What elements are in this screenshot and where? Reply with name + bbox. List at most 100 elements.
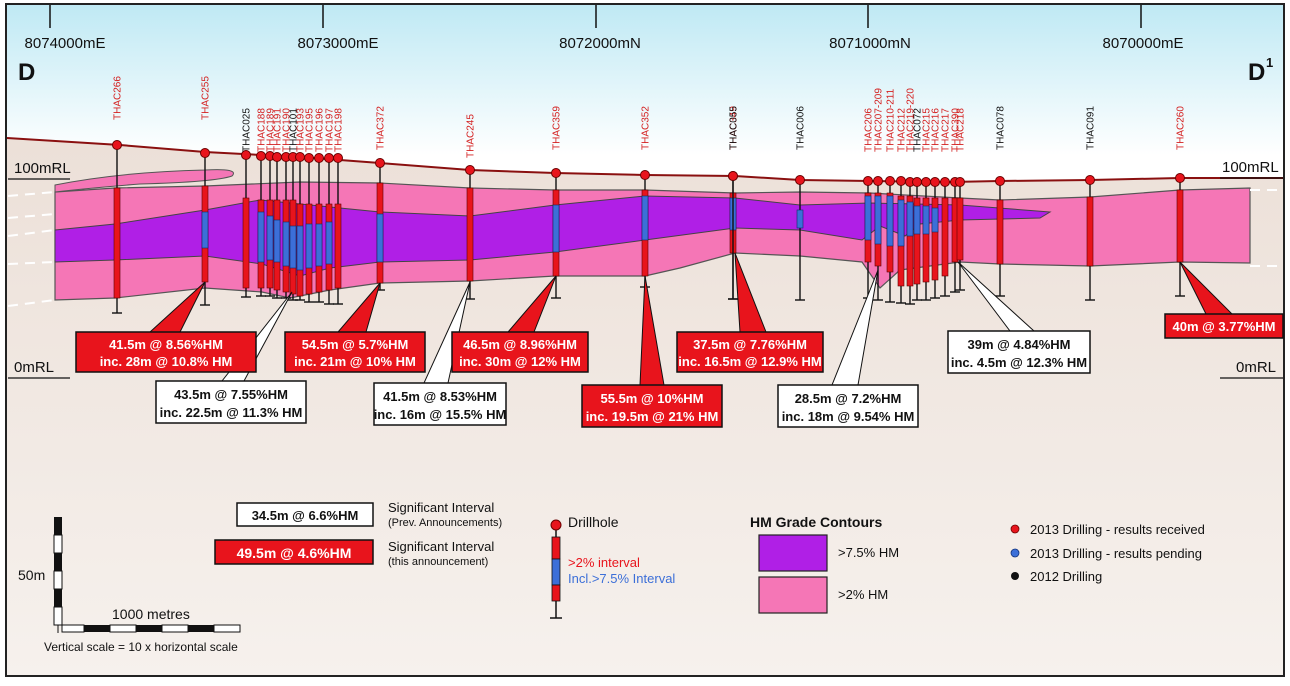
- drillhole-collar: [896, 176, 906, 186]
- drillhole-collar: [551, 168, 561, 178]
- drillhole-label: THAC218: [956, 108, 967, 152]
- drillhole-label: THAC219-220: [906, 88, 917, 152]
- drillhole-collar: [930, 177, 940, 187]
- drillhole-collar: [1085, 175, 1095, 185]
- sky-band: [7, 5, 1283, 155]
- drillhole-label: THAC091: [1086, 106, 1097, 150]
- drillhole-thac212: THAC212: [896, 108, 908, 304]
- drillhole-collar: [728, 171, 738, 181]
- drillhole-collar: [375, 158, 385, 168]
- callout-9-line2: inc. 4.5m @ 12.3% HM: [951, 355, 1087, 370]
- interval-75pct-mark: [201, 211, 209, 249]
- interval-2pct-mark: [941, 197, 949, 277]
- rl-100-left: 100mRL: [14, 160, 71, 177]
- drillhole-thac101: THAC101: [288, 108, 300, 301]
- drillhole-thac055: THAC055: [728, 106, 740, 300]
- interval-2pct-mark: [1176, 189, 1184, 263]
- drillhole-collar: [112, 140, 122, 150]
- callout-1-line1: 41.5m @ 8.56%HM: [109, 337, 223, 352]
- drillhole-collar: [1175, 173, 1185, 183]
- interval-75pct-mark: [282, 221, 290, 267]
- callout-2-line2: inc. 22.5m @ 11.3% HM: [160, 405, 303, 420]
- interval-75pct-mark: [874, 195, 882, 245]
- drillhole-collar: [940, 177, 950, 187]
- interval-75pct-mark: [273, 219, 281, 263]
- legend-curr-swatch: [214, 539, 374, 565]
- interval-2pct-mark: [956, 197, 964, 261]
- drillhole-label: THAC212: [897, 108, 908, 152]
- legend-status-2012: 2012 Drilling: [1030, 569, 1102, 584]
- legend-contour-low: >2% HM: [838, 587, 888, 602]
- drillhole-thac078: THAC078: [995, 106, 1007, 297]
- interval-2pct-mark: [931, 197, 939, 281]
- callout-1-line2: inc. 28m @ 10.8% HM: [100, 354, 233, 369]
- legend-75pct-interval: Incl.>7.5% Interval: [568, 571, 675, 586]
- callout-4: 41.5m @ 8.53%HM inc. 16m @ 15.5% HM: [373, 382, 507, 426]
- drillhole-label: THAC078: [996, 106, 1007, 150]
- interval-75pct-mark: [913, 205, 921, 235]
- drillhole-thac260: THAC260: [1175, 106, 1187, 297]
- drillhole-collar: [333, 153, 343, 163]
- drillhole-label: THAC349: [729, 106, 740, 150]
- drillhole-collar: [863, 176, 873, 186]
- interval-75pct-mark: [315, 223, 323, 267]
- drillhole-thac266: THAC266: [112, 76, 124, 314]
- drillhole-collar: [873, 176, 883, 186]
- legend-status: 2013 Drilling - results received 2013 Dr…: [1010, 522, 1205, 584]
- interval-2pct-mark: [466, 187, 474, 282]
- drillhole-label: THAC188: [257, 108, 268, 152]
- callout-5-line2: inc. 30m @ 12% HM: [459, 354, 581, 369]
- drillhole-thac191: THAC191: [272, 108, 284, 299]
- drillhole-label: THAC193: [296, 108, 307, 152]
- drillhole-label: THAC101: [289, 108, 300, 152]
- interval-2pct-mark: [913, 197, 921, 285]
- drillhole-collar: [955, 177, 965, 187]
- drillhole-collar: [795, 175, 805, 185]
- interval-75pct-mark: [931, 207, 939, 233]
- interval-2pct-mark: [334, 203, 342, 289]
- drillhole-label: THAC352: [641, 106, 652, 150]
- callout-5-line1: 46.5m @ 8.96%HM: [463, 337, 577, 352]
- interval-2pct-mark: [242, 197, 250, 289]
- interval-75pct-mark: [906, 201, 914, 237]
- drillhole-label: THAC245: [466, 114, 477, 158]
- interval-75pct-mark: [376, 213, 384, 263]
- legend-status-pending: 2013 Drilling - results pending: [1030, 546, 1202, 561]
- drillhole-label: THAC025: [242, 108, 253, 152]
- drillhole-collar: [921, 177, 931, 187]
- section-end-label: D: [1248, 59, 1265, 86]
- callout-8: 28.5m @ 7.2%HM inc. 18m @ 9.54% HM: [777, 384, 919, 428]
- section-end-superscript: 1: [1266, 55, 1273, 70]
- callout-4-line2: inc. 16m @ 15.5% HM: [374, 407, 507, 422]
- topography-line: [6, 137, 1283, 184]
- drillhole-thac195: THAC195: [304, 108, 316, 303]
- drillhole-label: THAC072: [913, 108, 924, 152]
- drillhole-collar: [200, 148, 210, 158]
- rl-0-right: 0mRL: [1236, 359, 1276, 376]
- drillhole-collar: [995, 176, 1005, 186]
- interval-75pct-mark: [897, 199, 905, 247]
- callout-5: 46.5m @ 8.96%HM inc. 30m @ 12% HM: [451, 331, 589, 373]
- drillhole-collar: [912, 177, 922, 187]
- drillhole-label: THAC359: [552, 106, 563, 150]
- interval-2pct-mark: [906, 195, 914, 287]
- callout-2-line1: 43.5m @ 7.55%HM: [174, 387, 288, 402]
- interval-75pct-mark: [864, 195, 872, 241]
- section-start-label: D: [18, 59, 35, 86]
- legend-contour-high: >7.5% HM: [838, 545, 899, 560]
- interval-75pct-mark: [886, 195, 894, 247]
- callout-10: 40m @ 3.77%HM: [1164, 313, 1284, 339]
- drillhole-label: THAC215: [922, 108, 933, 152]
- drillhole-label: THAC266: [113, 76, 124, 120]
- legend-curr-sub: (this announcement): [388, 556, 488, 568]
- interval-75pct-mark: [296, 225, 304, 271]
- legend-drillhole-label: Drillhole: [568, 514, 619, 530]
- drillhole-thac193: THAC193: [295, 108, 307, 301]
- status-received-icon: [1010, 524, 1020, 534]
- legend-intervals: 34.5m @ 6.6%HM Significant Interval (Pre…: [214, 500, 502, 568]
- drillhole-thac025: THAC025: [241, 108, 253, 298]
- drillhole-thac217: THAC217: [940, 108, 952, 297]
- drillhole-collar: [324, 153, 334, 163]
- interval-75pct-mark: [922, 205, 930, 235]
